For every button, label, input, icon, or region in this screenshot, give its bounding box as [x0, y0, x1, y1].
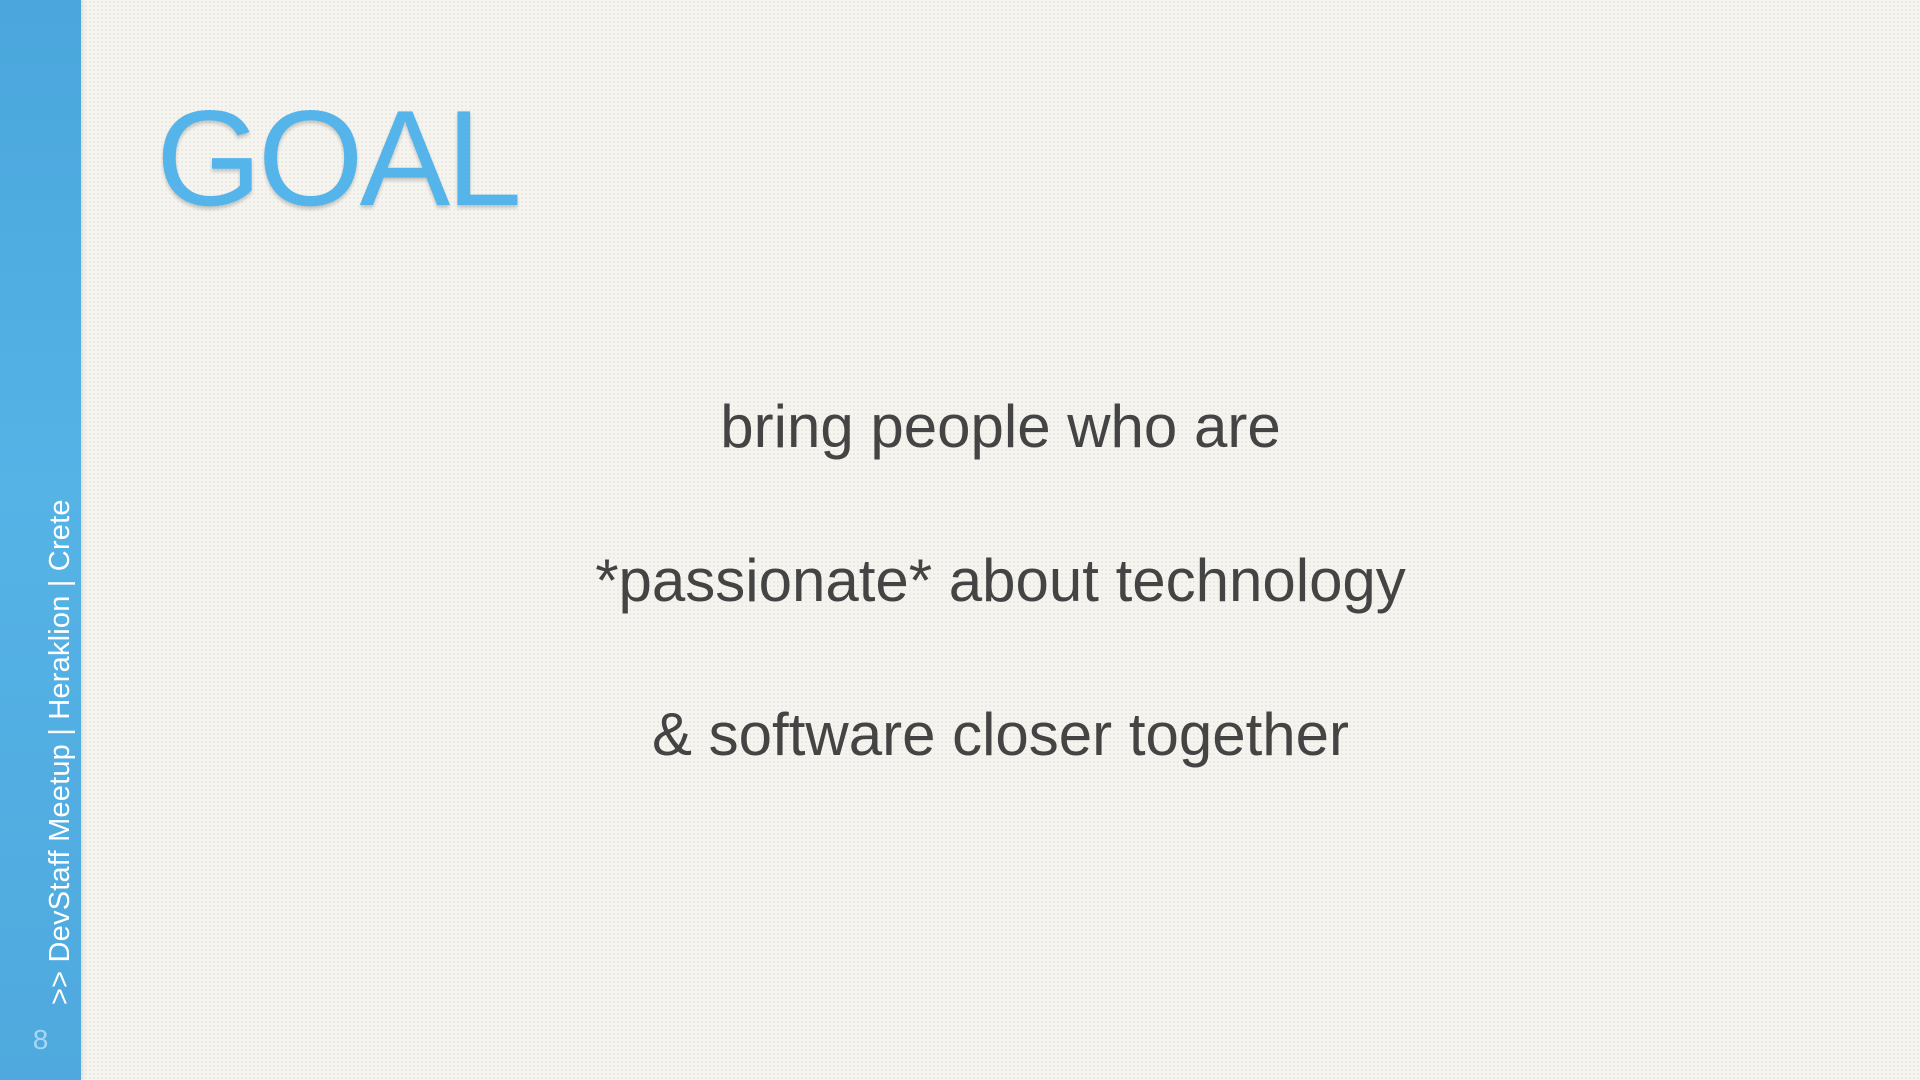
- sidebar-band: >> DevStaff Meetup | Heraklion | Crete 8: [0, 0, 81, 1080]
- slide-number: 8: [32, 1024, 49, 1055]
- event-footer-label: >> DevStaff Meetup | Heraklion | Crete: [44, 499, 76, 1005]
- body-line: *passionate* about technology: [595, 547, 1406, 614]
- body-line: & software closer together: [651, 701, 1349, 768]
- slide-title: GOAL: [156, 82, 522, 234]
- body-line: bring people who are: [720, 393, 1281, 460]
- slide-body: bring people who are *passionate* about …: [81, 350, 1920, 812]
